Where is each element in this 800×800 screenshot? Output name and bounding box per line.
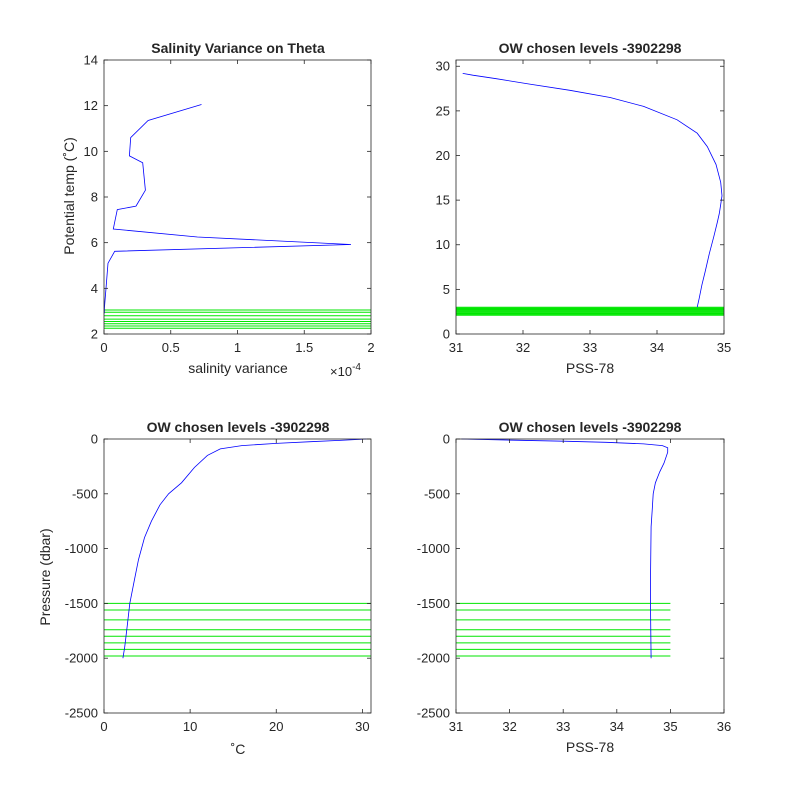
- y-tick-label: 2: [91, 327, 98, 342]
- subplot-salinity-variance: Salinity Variance on Theta salinity vari…: [61, 40, 375, 379]
- chart-title: OW chosen levels -3902298: [499, 419, 682, 435]
- y-tick-label: -1000: [65, 541, 98, 556]
- x-tick-label: 1.5: [295, 340, 313, 355]
- x-tick-label: 0: [100, 719, 107, 734]
- x-tick-label: 34: [610, 719, 624, 734]
- y-tick-label: 12: [84, 98, 98, 113]
- y-tick-label: 20: [436, 148, 450, 163]
- y-tick-label: -1500: [65, 596, 98, 611]
- x-tick-label: 30: [355, 719, 369, 734]
- chart-title: OW chosen levels -3902298: [147, 419, 330, 435]
- y-tick-label: 10: [436, 237, 450, 252]
- subplot-pressure-temperature: OW chosen levels -3902298 ˚C Pressure (d…: [37, 419, 372, 757]
- y-tick-label: 15: [436, 193, 450, 208]
- y-tick-label: 0: [443, 327, 450, 342]
- x-tick-label: 2: [367, 340, 374, 355]
- y-tick-label: 6: [91, 235, 98, 250]
- x-tick-label: 0.5: [162, 340, 180, 355]
- x-tick-label: 20: [269, 719, 283, 734]
- x-tick-label: 32: [502, 719, 516, 734]
- series-line: [122, 438, 367, 659]
- y-tick-label: -1500: [417, 596, 450, 611]
- x-tick-label: 34: [650, 340, 664, 355]
- x-tick-label: 1: [234, 340, 241, 355]
- y-tick-label: 5: [443, 282, 450, 297]
- y-tick-label: 14: [84, 53, 98, 68]
- x-tick-label: 31: [449, 719, 463, 734]
- y-tick-label: -500: [72, 486, 98, 501]
- y-tick-label: 0: [443, 432, 450, 447]
- x-exponent-label: ×10-4: [330, 362, 361, 379]
- y-tick-label: 30: [436, 59, 450, 74]
- series-line: [461, 438, 669, 659]
- y-tick-label: -2500: [417, 706, 450, 721]
- x-tick-label: 0: [100, 340, 107, 355]
- y-tick-label: 0: [91, 432, 98, 447]
- x-axis-label: PSS-78: [566, 360, 614, 376]
- subplot-theta-salinity: OW chosen levels -3902298 PSS-78 31 32 33 3…: [436, 40, 732, 376]
- x-tick-label: 35: [663, 719, 677, 734]
- x-tick-label: 31: [449, 340, 463, 355]
- x-axis-label: salinity variance: [188, 360, 288, 376]
- x-exponent-power: -4: [352, 362, 361, 373]
- y-tick-label: -2000: [65, 651, 98, 666]
- x-tick-label: 32: [516, 340, 530, 355]
- x-tick-label: 36: [717, 719, 731, 734]
- x-axis-label: ˚C: [231, 741, 246, 757]
- y-axis-label: Pressure (dbar): [37, 528, 53, 625]
- x-tick-label: 10: [183, 719, 197, 734]
- subplot-pressure-salinity: OW chosen levels -3902298 PSS-78 31 32 33 3…: [417, 419, 731, 755]
- y-tick-label: 8: [91, 190, 98, 205]
- y-tick-label: -2000: [417, 651, 450, 666]
- x-axis-label: PSS-78: [566, 739, 614, 755]
- plot-frame: [455, 438, 725, 714]
- x-exponent-base: ×10: [330, 364, 352, 379]
- chart-title: OW chosen levels -3902298: [499, 40, 682, 56]
- series-line: [462, 73, 723, 308]
- x-tick-label: 33: [583, 340, 597, 355]
- chart-title: Salinity Variance on Theta: [151, 40, 325, 56]
- x-tick-label: 35: [717, 340, 731, 355]
- x-tick-label: 33: [556, 719, 570, 734]
- y-tick-label: 10: [84, 144, 98, 159]
- y-tick-label: 25: [436, 103, 450, 118]
- plot-frame: [455, 59, 725, 335]
- plot-frame: [103, 438, 372, 714]
- y-tick-label: -1000: [417, 541, 450, 556]
- plot-frame: [103, 59, 372, 335]
- series-line: [103, 104, 352, 314]
- y-tick-label: 4: [91, 281, 98, 296]
- y-tick-label: -2500: [65, 706, 98, 721]
- y-axis-label: Potential temp (˚C): [61, 137, 77, 254]
- y-tick-label: -500: [424, 486, 450, 501]
